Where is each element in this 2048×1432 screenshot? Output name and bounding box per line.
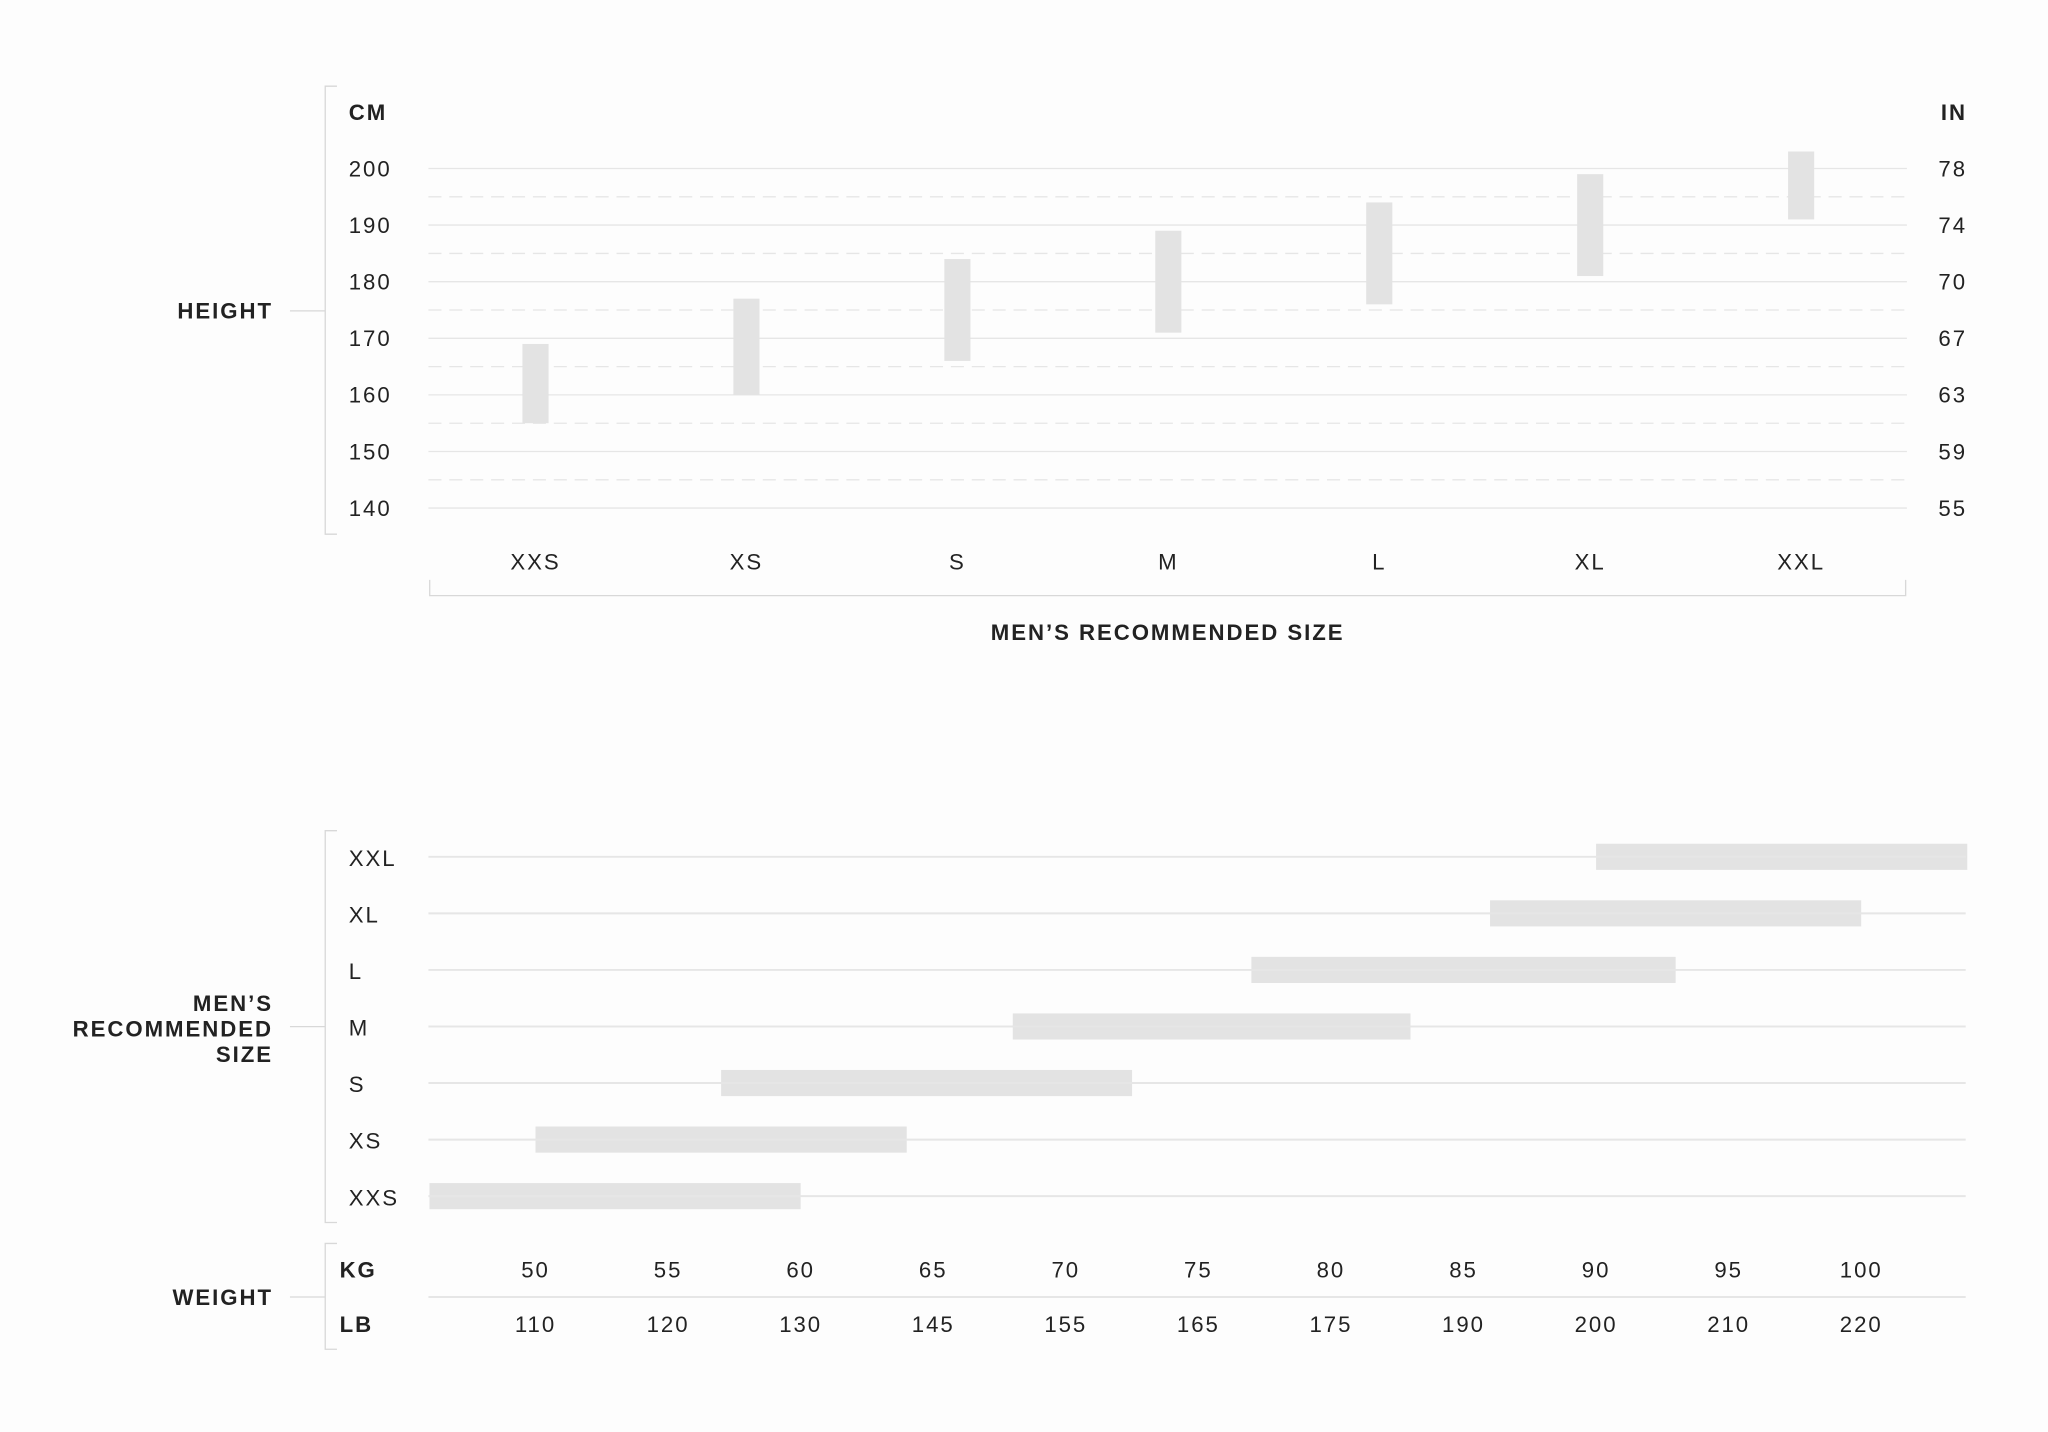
lb-tick-label: 220	[1840, 1312, 1883, 1337]
lb-tick-label: 190	[1442, 1312, 1485, 1337]
kg-tick-label: 100	[1840, 1257, 1883, 1282]
x-tick-label: L	[1372, 549, 1386, 574]
left-tick-label: 180	[349, 270, 392, 295]
height-range-bar	[1366, 202, 1393, 305]
kg-tick-label: 70	[1051, 1257, 1080, 1282]
x-axis-bracket	[429, 579, 1907, 597]
right-tick-label: 55	[1938, 496, 1967, 521]
x-axis-label: MEN’S RECOMMENDED SIZE	[991, 620, 1345, 645]
lb-tick-label: 200	[1575, 1312, 1618, 1337]
y-tick-label: L	[349, 959, 363, 984]
left-tick-label: 200	[349, 156, 392, 181]
x-tick-label: XXL	[1777, 549, 1825, 574]
kg-tick-label: 55	[654, 1257, 683, 1282]
x-tick-label: XS	[730, 549, 764, 574]
lb-tick-label: 110	[515, 1312, 556, 1337]
x-tick-label: M	[1158, 549, 1178, 574]
weight-axis-bracket	[324, 1242, 337, 1350]
kg-tick-label: 50	[521, 1257, 550, 1282]
kg-tick-label: 65	[919, 1257, 948, 1282]
kg-tick-label: 60	[786, 1257, 815, 1282]
height-range-bar	[522, 343, 549, 424]
right-tick-label: 67	[1938, 326, 1967, 351]
y-axis-label: MEN’S RECOMMENDED SIZE	[73, 991, 273, 1067]
height-range-bar	[1155, 230, 1182, 333]
lb-tick-label: 120	[647, 1312, 690, 1337]
right-unit-label: IN	[1941, 100, 1967, 125]
lb-tick-label: 165	[1177, 1312, 1220, 1337]
kg-tick-label: 85	[1449, 1257, 1478, 1282]
lb-tick-label: 175	[1309, 1312, 1352, 1337]
left-unit-label: CM	[349, 100, 387, 125]
right-tick-label: 74	[1938, 213, 1967, 238]
height-range-bar	[1577, 174, 1604, 277]
lb-unit-label: LB	[340, 1312, 374, 1337]
lb-tick-label: 130	[779, 1312, 822, 1337]
left-tick-label: 160	[349, 383, 392, 408]
right-tick-label: 59	[1938, 439, 1967, 464]
kg-tick-label: 90	[1582, 1257, 1611, 1282]
left-tick-label: 140	[349, 496, 392, 521]
y-tick-label: XXL	[349, 846, 397, 871]
x-tick-label: S	[949, 549, 966, 574]
y-tick-label: XXS	[349, 1185, 399, 1210]
right-tick-label: 63	[1938, 383, 1967, 408]
height-range-bar	[1788, 151, 1815, 220]
left-tick-label: 170	[349, 326, 392, 351]
lb-tick-label: 155	[1044, 1312, 1087, 1337]
kg-tick-label: 95	[1714, 1257, 1743, 1282]
kg-tick-label: 75	[1184, 1257, 1213, 1282]
height-chart: HEIGHT CM IN 200 78 190 74 180 70 170 67 160 63 150 59…	[177, 85, 1967, 645]
left-tick-label: 150	[349, 439, 392, 464]
kg-tick-label: 80	[1317, 1257, 1346, 1282]
lb-tick-label: 210	[1707, 1312, 1750, 1337]
lb-tick-label: 145	[912, 1312, 955, 1337]
height-range-bar	[733, 298, 760, 395]
y-tick-label: XL	[349, 903, 380, 928]
y-axis-label: HEIGHT	[177, 299, 273, 324]
right-tick-label: 78	[1938, 156, 1967, 181]
left-tick-label: 190	[349, 213, 392, 238]
y-axis-bracket	[324, 830, 337, 1224]
y-tick-label: XS	[349, 1129, 383, 1154]
x-tick-label: XL	[1575, 549, 1606, 574]
y-tick-label: M	[349, 1016, 369, 1041]
y-tick-label: S	[349, 1072, 366, 1097]
right-tick-label: 70	[1938, 270, 1967, 295]
kg-unit-label: KG	[340, 1257, 377, 1282]
x-tick-label: XXS	[510, 549, 560, 574]
height-range-bar	[944, 259, 971, 361]
x-axis-label: WEIGHT	[172, 1285, 273, 1310]
